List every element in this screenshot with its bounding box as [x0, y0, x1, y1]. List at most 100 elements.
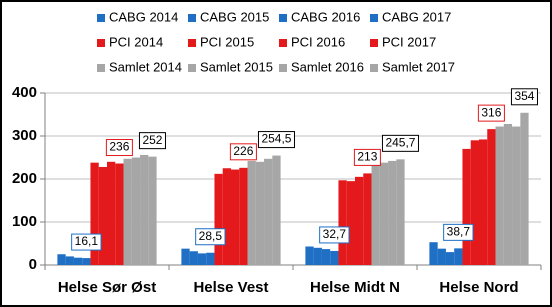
y-tick-label: 200: [12, 170, 37, 187]
legend-swatch: [188, 39, 196, 47]
bar: [371, 163, 380, 265]
value-label: 32,7: [323, 227, 347, 241]
bar: [338, 180, 347, 265]
bar: [355, 176, 364, 265]
legend-label: Samlet 2014: [109, 59, 182, 74]
bar: [305, 246, 314, 265]
bar: [98, 166, 107, 265]
bar: [255, 161, 265, 265]
bar: [330, 250, 339, 265]
value-label-box: [443, 223, 474, 241]
value-label-box: [257, 131, 295, 149]
bar: [148, 156, 157, 265]
y-tick-label: 300: [12, 127, 37, 144]
value-label: 252: [142, 133, 162, 147]
value-label: 236: [109, 140, 129, 154]
value-label: 213: [357, 150, 377, 164]
bar: [363, 173, 372, 265]
value-label-box: [105, 139, 133, 157]
bar: [107, 161, 116, 265]
y-tick-label: 0: [29, 256, 37, 273]
x-tick-label: Helse Nord: [439, 279, 518, 296]
legend-swatch: [97, 39, 105, 47]
legend-label: Samlet 2016: [291, 59, 364, 74]
value-label: 16,1: [75, 234, 99, 248]
legend-swatch: [370, 64, 378, 72]
bar: [445, 252, 455, 265]
legend-swatch: [279, 39, 287, 47]
bar: [57, 254, 66, 265]
bar: [140, 154, 149, 265]
value-label-box: [195, 228, 226, 246]
legend-swatch: [370, 14, 378, 22]
legend-label: CABG 2014: [109, 9, 178, 24]
bar: [90, 162, 99, 265]
value-label-box: [138, 132, 166, 150]
bar: [247, 160, 256, 265]
bar: [272, 155, 281, 265]
bar: [321, 249, 331, 265]
bar: [65, 256, 74, 265]
legend-label: Samlet 2015: [200, 59, 273, 74]
legend-swatch: [188, 64, 196, 72]
bar: [495, 126, 504, 265]
bar: [520, 112, 529, 265]
value-label-box: [353, 148, 381, 166]
bar: [115, 163, 124, 265]
bar: [437, 248, 446, 265]
value-label: 254,5: [261, 132, 291, 146]
bar: [313, 247, 322, 265]
value-label: 226: [233, 144, 253, 158]
value-label: 316: [481, 105, 501, 119]
bar: [429, 242, 438, 265]
value-label-box: [510, 88, 538, 106]
bar: [82, 258, 91, 265]
bar: [222, 168, 231, 265]
bar: [396, 159, 405, 265]
x-tick-label: Helse Sør Øst: [58, 279, 156, 296]
value-label: 245,7: [385, 136, 415, 150]
legend-swatch: [97, 64, 105, 72]
value-label-box: [71, 233, 102, 251]
legend-swatch: [279, 64, 287, 72]
legend-swatch: [279, 14, 287, 22]
value-label: 28,5: [199, 229, 223, 243]
legend-swatch: [188, 14, 196, 22]
bar: [206, 252, 215, 265]
bar: [479, 139, 488, 265]
legend-label: PCI 2017: [382, 34, 436, 49]
bar: [454, 248, 463, 265]
bar: [189, 251, 198, 265]
legend-label: CABG 2017: [382, 9, 451, 24]
bar: [197, 253, 207, 265]
bar: [512, 126, 521, 265]
bar: [388, 160, 397, 265]
y-tick-label: 100: [12, 213, 37, 230]
legend-label: PCI 2016: [291, 34, 345, 49]
bar: [214, 173, 223, 265]
bar: [470, 140, 479, 265]
bar: [239, 167, 248, 265]
x-tick-label: Helse Midt N: [310, 279, 400, 296]
bar: [264, 158, 273, 265]
value-label-box: [319, 226, 350, 244]
legend-label: CABG 2015: [200, 9, 269, 24]
legend-swatch: [97, 14, 105, 22]
legend-label: PCI 2014: [109, 34, 163, 49]
x-tick-label: Helse Vest: [193, 279, 268, 296]
value-label-box: [381, 134, 419, 152]
bar: [181, 248, 190, 265]
value-label-box: [477, 104, 505, 122]
bar: [379, 162, 389, 265]
bar: [131, 157, 141, 265]
legend-label: Samlet 2017: [382, 59, 455, 74]
bar: [503, 123, 513, 266]
bar: [123, 158, 132, 265]
value-label-box: [229, 143, 257, 161]
legend-label: CABG 2016: [291, 9, 360, 24]
legend-label: PCI 2015: [200, 34, 254, 49]
bar: [462, 148, 471, 265]
bar: [487, 129, 496, 265]
value-label: 38,7: [447, 225, 471, 239]
